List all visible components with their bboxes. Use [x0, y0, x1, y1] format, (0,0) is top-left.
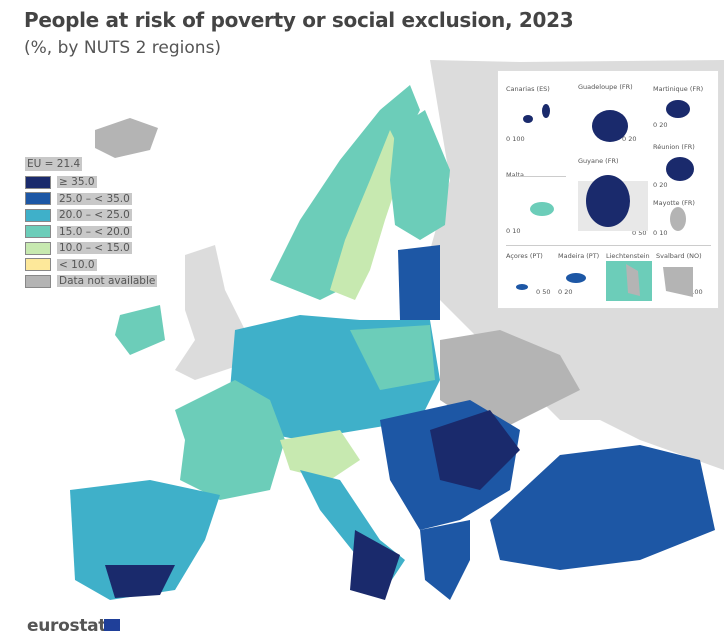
eurostat-logo: eurostat — [27, 616, 107, 636]
legend-label: Data not available — [57, 275, 158, 288]
legend-swatch — [25, 192, 51, 206]
romania-bulgaria — [430, 410, 520, 490]
poland-central — [350, 325, 435, 390]
legend: EU = 21.4 ≥ 35.0 25.0 – < 35.0 20.0 – < 25… — [25, 157, 158, 290]
iceland — [95, 118, 158, 158]
legend-swatch — [25, 175, 51, 189]
legend-item: ≥ 35.0 — [25, 174, 157, 191]
legend-swatch — [25, 241, 51, 255]
eu-flag-icon — [104, 619, 120, 631]
finland — [390, 110, 450, 240]
legend-label: 15.0 – < 20.0 — [57, 225, 132, 238]
france — [175, 380, 285, 500]
legend-item: 10.0 – < 15.0 — [25, 240, 157, 257]
greece — [420, 520, 470, 600]
legend-item: 25.0 – < 35.0 — [25, 191, 157, 208]
legend-label: 20.0 – < 25.0 — [57, 209, 132, 222]
legend-item: < 10.0 — [25, 257, 157, 274]
andalucia — [105, 565, 175, 598]
legend-swatch — [25, 208, 51, 222]
legend-eu-value: EU = 21.4 — [25, 157, 83, 171]
turkey — [490, 445, 715, 570]
legend-label: 10.0 – < 15.0 — [57, 242, 132, 255]
legend-swatch — [25, 225, 51, 239]
legend-item: 15.0 – < 20.0 — [25, 224, 157, 241]
legend-item: Data not available — [25, 273, 158, 290]
norway-sweden — [270, 85, 420, 300]
legend-label: ≥ 35.0 — [57, 176, 97, 189]
inset-shapes — [506, 100, 711, 301]
sweden — [330, 130, 405, 300]
ireland — [115, 305, 165, 355]
legend-label: 25.0 – < 35.0 — [57, 192, 132, 205]
legend-item: 20.0 – < 25.0 — [25, 207, 157, 224]
baltics — [398, 245, 440, 320]
legend-swatch — [25, 258, 51, 272]
legend-label: < 10.0 — [57, 258, 97, 271]
south-italy — [350, 530, 400, 600]
alps — [280, 430, 360, 480]
uk — [175, 245, 245, 380]
legend-swatch — [25, 274, 51, 288]
map-title: People at risk of poverty or social excl… — [24, 8, 574, 32]
inset-panel: Canarias (ES) 0 100 Guadeloupe (FR) 0 20 M… — [497, 70, 719, 309]
map-subtitle: (%, by NUTS 2 regions) — [24, 38, 222, 58]
